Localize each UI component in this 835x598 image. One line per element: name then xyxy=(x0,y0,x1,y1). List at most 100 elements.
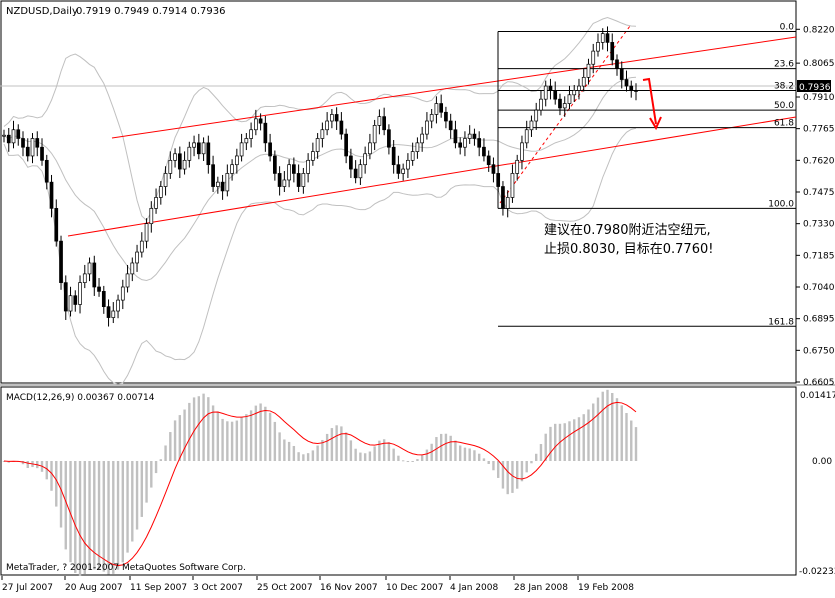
date-axis[interactable]: 27 Jul 2007 20 Aug 2007 11 Sep 2007 3 Oct 2… xyxy=(1,576,634,593)
macd-bar xyxy=(582,414,585,461)
candle-body xyxy=(344,133,348,157)
candle-body xyxy=(63,282,68,312)
macd-bar xyxy=(397,455,400,461)
candle-body xyxy=(406,159,410,170)
macd-bar xyxy=(506,461,509,495)
macd-bar xyxy=(387,442,391,461)
candle-body xyxy=(40,146,44,161)
candle-body xyxy=(467,133,472,139)
fib-level-label: 61.8 xyxy=(774,119,794,129)
candle-body xyxy=(230,164,234,174)
current-price-box xyxy=(797,80,831,92)
candle-body xyxy=(330,114,334,122)
candle-body xyxy=(586,63,591,78)
date-tick-label: 28 Jan 2008 xyxy=(514,583,568,593)
macd-bar xyxy=(226,421,229,461)
macd-bar xyxy=(473,450,476,461)
macd-bar xyxy=(107,461,110,575)
macd-bar xyxy=(520,461,524,482)
candle-body xyxy=(553,90,558,100)
candle-body xyxy=(448,120,453,131)
candle-body xyxy=(282,179,287,187)
macd-bar xyxy=(563,423,566,461)
price-axis[interactable]: 0.8220 0.8065 0.7910 0.7765 0.7620 0.7475 0.73… xyxy=(796,25,835,388)
candle-body xyxy=(339,120,344,135)
candle-body xyxy=(154,197,158,209)
candle-body xyxy=(562,103,567,109)
candle-body xyxy=(277,173,282,187)
macd-bar xyxy=(311,450,315,461)
macd-bar xyxy=(430,443,433,461)
candle-body xyxy=(35,138,40,148)
candle-body xyxy=(472,133,477,139)
candle-body xyxy=(130,262,135,275)
price-tick-label: 0.7620 xyxy=(803,156,835,166)
trend-channel[interactable] xyxy=(67,25,797,237)
macd-bar xyxy=(121,461,124,563)
macd-bar xyxy=(297,452,300,461)
macd-bar xyxy=(97,461,101,570)
candle-body xyxy=(158,186,163,198)
macd-bar xyxy=(188,402,191,461)
candle-body xyxy=(377,116,382,126)
forecast-arrow-head xyxy=(649,116,662,131)
candle-body xyxy=(358,164,363,179)
macd-bar xyxy=(501,461,505,489)
candle-body xyxy=(97,286,101,292)
candle-body xyxy=(510,173,515,198)
candle-body xyxy=(116,299,120,312)
macd-bar xyxy=(487,461,490,464)
candle-body xyxy=(177,153,182,170)
candle-body xyxy=(211,164,215,187)
macd-bar xyxy=(145,461,148,503)
candle-body xyxy=(192,142,196,148)
macd-bar xyxy=(287,441,291,461)
macd-bar xyxy=(230,421,234,461)
macd-bar xyxy=(458,445,462,461)
macd-label: MACD(12,26,9) 0.00367 0.00714 xyxy=(6,393,155,403)
candle-body xyxy=(249,129,253,139)
macd-bar xyxy=(131,461,134,542)
candle-body xyxy=(49,181,54,209)
candle-body xyxy=(87,262,92,275)
candle-body xyxy=(572,90,577,96)
channel-upper-line[interactable] xyxy=(111,36,797,139)
macd-bar xyxy=(154,461,158,474)
macd-bar xyxy=(411,461,414,462)
candle-body xyxy=(434,103,439,115)
macd-axis-bottom: -0.02233 xyxy=(799,567,835,577)
candle-body xyxy=(144,223,149,242)
candle-body xyxy=(225,173,230,192)
macd-bar xyxy=(587,409,590,461)
macd-bar xyxy=(21,461,25,465)
macd-bar xyxy=(264,406,267,461)
candle-body xyxy=(149,208,154,225)
macd-signal-line xyxy=(3,401,637,567)
macd-bar xyxy=(530,461,533,464)
candle-body xyxy=(201,142,206,155)
candle-body xyxy=(125,273,130,288)
candle-body xyxy=(287,164,291,181)
macd-bar xyxy=(340,426,343,461)
candle-body xyxy=(368,142,372,155)
candle-body xyxy=(101,291,106,308)
macd-bar xyxy=(249,410,253,461)
price-tick-label: 0.8220 xyxy=(803,25,835,35)
bollinger-bands xyxy=(3,16,637,385)
macd-bar xyxy=(211,405,215,461)
candle-body xyxy=(21,138,25,148)
fibonacci-retracement[interactable]: 0.0 23.6 38.2 50.0 61.8 100.0 161.8 xyxy=(497,22,796,327)
current-price-label: 0.7936 xyxy=(799,83,831,93)
candle-body xyxy=(11,129,16,144)
annotation-line-1: 建议在0.7980附近沽空纽元, xyxy=(544,223,711,238)
macd-bar xyxy=(363,453,367,461)
date-tick-label: 27 Jul 2007 xyxy=(2,583,53,593)
macd-bar xyxy=(268,412,272,461)
macd-bar xyxy=(164,445,167,461)
candle-body xyxy=(220,181,225,192)
candle-body xyxy=(16,129,21,139)
macd-bar xyxy=(516,461,519,489)
channel-lower-line[interactable] xyxy=(67,116,797,237)
